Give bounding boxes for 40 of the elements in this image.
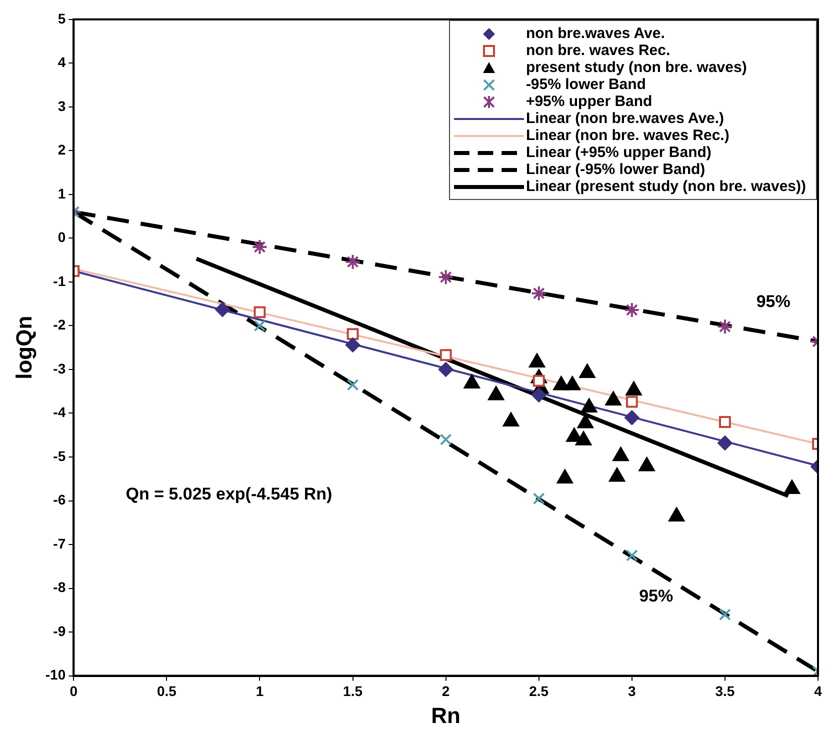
legend-label: Linear (present study (non bre. waves)) [526,178,806,196]
x-tick-label: 2 [442,683,450,700]
y-tick-label: 1 [58,185,66,202]
legend-label: Linear (non bre.waves Ave.) [526,110,724,128]
y-tick-label: 3 [58,98,66,114]
x-tick-label: 3 [628,683,636,700]
legend-label: Linear (non bre. waves Rec.) [526,127,730,144]
x-tick-label: 3.5 [715,683,735,700]
annotation: 95% [756,292,790,311]
x-tick-label: 2.5 [529,683,549,700]
legend-label: non bre.waves Ave. [526,25,665,42]
y-tick-label: -10 [45,666,66,683]
legend-label: Linear (-95% lower Band) [526,161,706,178]
x-tick-label: 1 [256,683,264,700]
y-tick-label: -5 [53,448,66,464]
y-tick-label: -6 [53,492,66,508]
x-tick-label: 1.5 [343,683,363,700]
y-tick-label: 0 [58,229,66,246]
legend-label: Linear (+95% upper Band) [526,144,712,162]
legend-label: -95% lower Band [526,76,646,94]
y-tick-label: -3 [53,360,66,376]
annotation: 95% [639,586,674,606]
y-axis-title: logQn [11,316,36,380]
y-tick-label: -7 [53,535,66,552]
y-tick-label: -9 [53,622,66,639]
annotation: Qn = 5.025 exp(-4.545 Rn) [126,484,332,504]
y-tick-label: -8 [53,579,66,596]
y-tick-label: -1 [53,272,66,289]
legend-label: +95% upper Band [526,93,652,110]
y-tick-label: 5 [58,10,66,26]
x-tick-label: 0.5 [156,683,177,700]
x-axis-title: Rn [431,702,460,728]
y-tick-label: 4 [58,54,66,70]
y-tick-label: -2 [53,316,66,333]
y-tick-label: -4 [53,404,66,420]
y-tick-label: 2 [58,142,66,158]
legend-label: non bre. waves Rec. [526,42,670,60]
legend-label: present study (non bre. waves) [526,59,747,76]
x-tick-label: 4 [814,683,822,700]
x-tick-label: 0 [70,683,78,700]
